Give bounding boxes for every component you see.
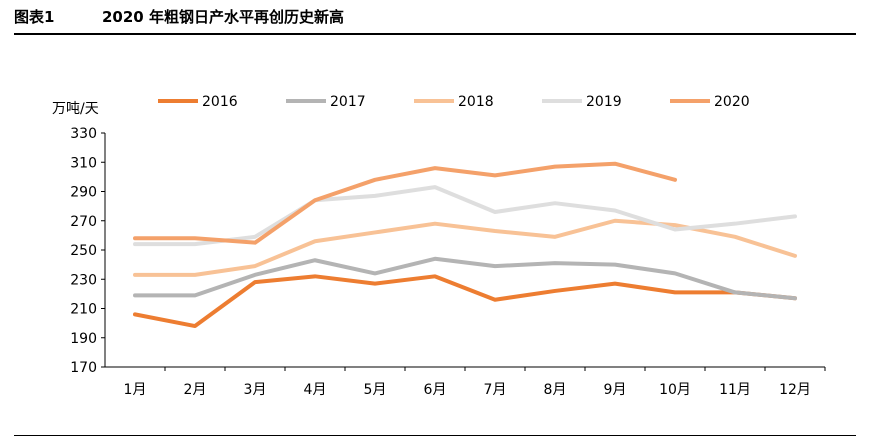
y-tick-label: 250 (70, 243, 97, 259)
series-line-2020 (133, 161, 677, 245)
legend-label: 2016 (202, 94, 238, 110)
legend-label: 2018 (458, 94, 494, 110)
x-tick-label: 3月 (244, 382, 267, 398)
x-tick-label: 5月 (364, 382, 387, 398)
x-tick-label: 12月 (779, 382, 811, 398)
x-tick-label: 6月 (424, 382, 447, 398)
x-tick-label: 9月 (604, 382, 627, 398)
series-line-2017 (133, 256, 797, 301)
x-tick-label: 4月 (304, 382, 327, 398)
y-axis-label: 万吨/天 (52, 101, 99, 117)
footer-rule (14, 435, 856, 436)
y-tick-label: 270 (70, 214, 97, 230)
x-tick-label: 11月 (719, 382, 751, 398)
y-tick-label: 230 (70, 272, 97, 288)
x-tick-label: 10月 (659, 382, 691, 398)
y-tick-label: 290 (70, 185, 97, 201)
y-tick-label: 330 (70, 126, 97, 142)
header-rule (14, 33, 856, 35)
legend-label: 2019 (586, 94, 622, 110)
y-tick-label: 210 (70, 302, 97, 318)
y-tick-label: 170 (70, 360, 97, 376)
figure-title: 2020 年粗钢日产水平再创历史新高 (102, 8, 344, 26)
x-tick-label: 1月 (124, 382, 147, 398)
x-tick-label: 8月 (544, 382, 567, 398)
y-tick-label: 190 (70, 331, 97, 347)
figure-header: 图表1 2020 年粗钢日产水平再创历史新高 (14, 6, 344, 27)
series-line-2019 (133, 185, 797, 247)
y-tick-label: 310 (70, 155, 97, 171)
x-tick-label: 2月 (184, 382, 207, 398)
legend-label: 2020 (714, 94, 750, 110)
x-tick-label: 7月 (484, 382, 507, 398)
legend-label: 2017 (330, 94, 366, 110)
figure-label: 图表1 (14, 8, 55, 26)
series-line-2016 (133, 274, 797, 329)
